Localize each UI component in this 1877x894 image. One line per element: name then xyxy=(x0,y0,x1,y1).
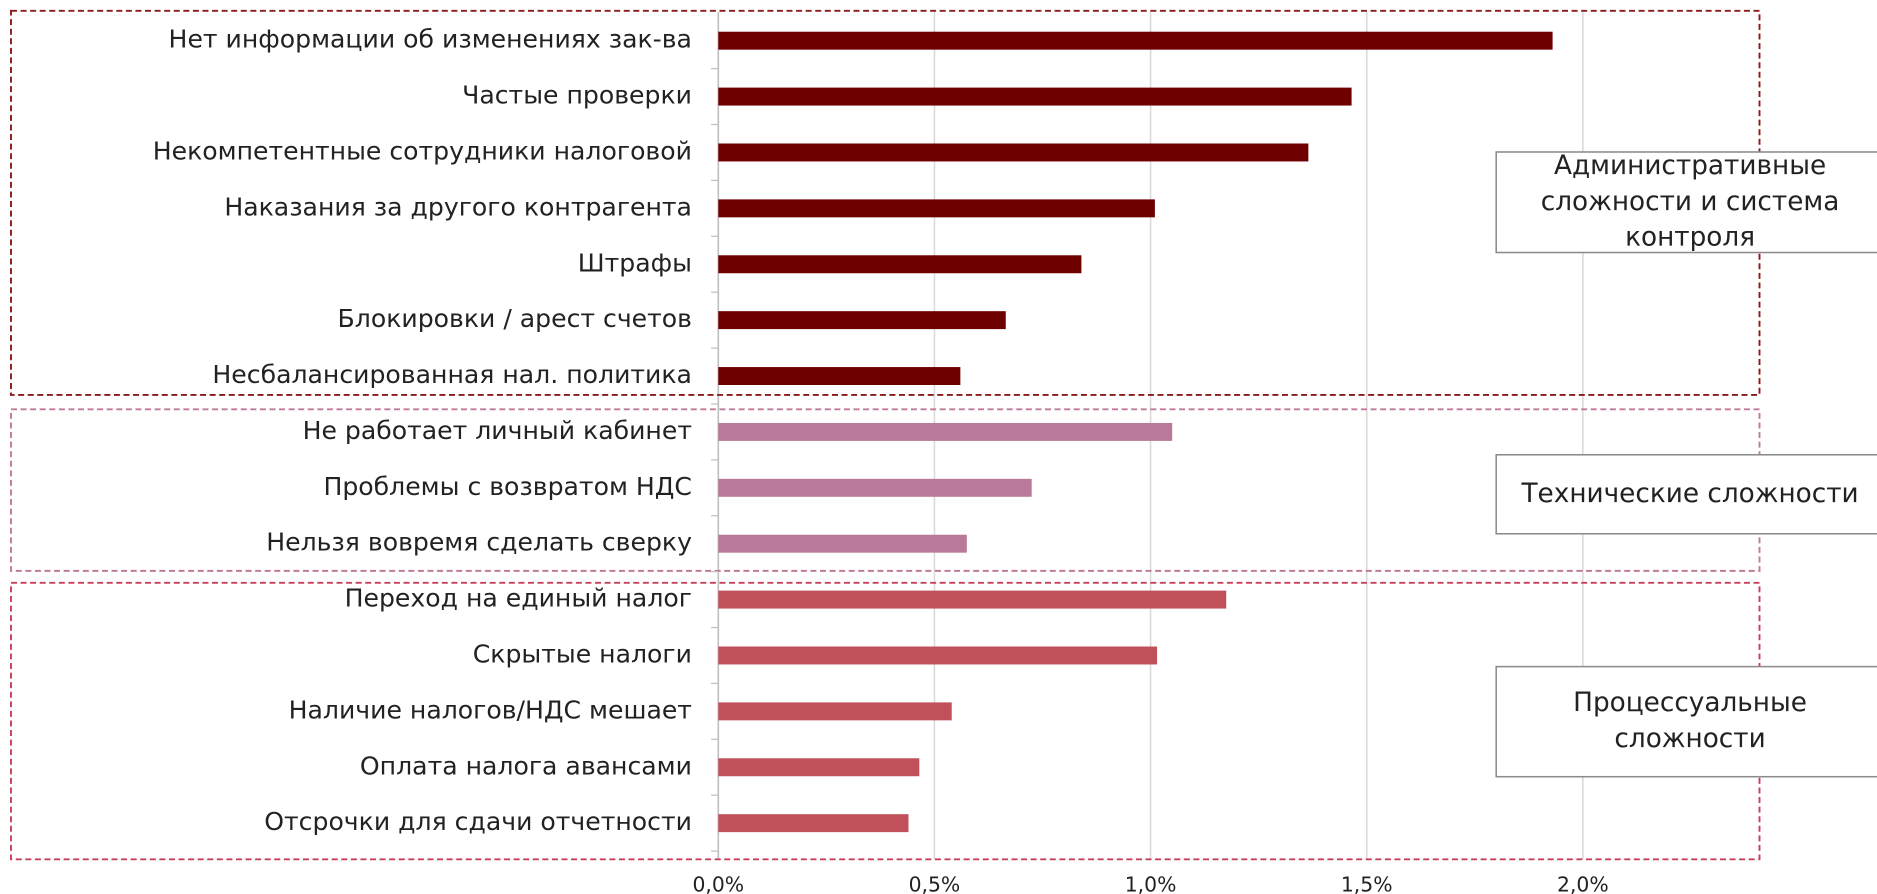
y-tick-label: Штрафы xyxy=(578,248,692,277)
x-tick-label: 1,5% xyxy=(1341,873,1393,894)
bar xyxy=(718,87,1352,106)
bar xyxy=(718,422,1173,441)
group-frame xyxy=(10,9,1761,396)
y-tick-label: Частые проверки xyxy=(462,81,692,110)
bar xyxy=(718,646,1158,665)
group-label: сложности xyxy=(1614,724,1765,754)
y-tick-label: Несбалансированная нал. политика xyxy=(212,360,692,389)
bar xyxy=(718,814,909,833)
group-label: Процессуальные xyxy=(1573,688,1807,718)
y-tick-label: Переход на единый налог xyxy=(345,584,692,613)
bar xyxy=(718,478,1032,497)
group-label-box xyxy=(1495,454,1877,535)
group-label-box xyxy=(1495,151,1877,254)
y-tick-label: Нельзя вовремя сделать сверку xyxy=(266,528,692,557)
bar xyxy=(718,311,1006,330)
group-label-box xyxy=(1495,665,1877,778)
y-tick-label: Проблемы с возвратом НДС xyxy=(323,472,692,501)
bar xyxy=(718,199,1155,218)
bar xyxy=(718,590,1227,609)
bar xyxy=(718,534,967,553)
group-label: сложности и система xyxy=(1541,187,1840,217)
bar xyxy=(718,143,1309,162)
bar xyxy=(718,31,1553,50)
y-tick-label: Нет информации об изменениях зак-ва xyxy=(169,25,692,54)
bar xyxy=(718,702,952,721)
group-label: Административные xyxy=(1554,151,1826,181)
x-tick-label: 1,0% xyxy=(1125,873,1177,894)
bar xyxy=(718,367,961,386)
x-tick-label: 0,0% xyxy=(692,873,744,894)
y-tick-label: Скрытые налоги xyxy=(473,639,692,668)
y-tick-label: Некомпетентные сотрудники налоговой xyxy=(153,136,692,165)
y-tick-label: Наличие налогов/НДС мешает xyxy=(289,695,692,724)
bar xyxy=(718,758,920,777)
y-tick-label: Оплата налога авансами xyxy=(360,751,692,780)
y-tick-label: Наказания за другого контрагента xyxy=(224,192,692,221)
y-tick-label: Не работает личный кабинет xyxy=(303,416,692,445)
y-tick-label: Блокировки / арест счетов xyxy=(338,304,692,333)
x-tick-label: 0,5% xyxy=(909,873,961,894)
bar xyxy=(718,255,1082,274)
group-label: контроля xyxy=(1625,223,1755,253)
group-label: Технические сложности xyxy=(1520,479,1858,509)
y-tick-label: Отсрочки для сдачи отчетности xyxy=(264,807,692,836)
x-tick-label: 2,0% xyxy=(1557,873,1609,894)
